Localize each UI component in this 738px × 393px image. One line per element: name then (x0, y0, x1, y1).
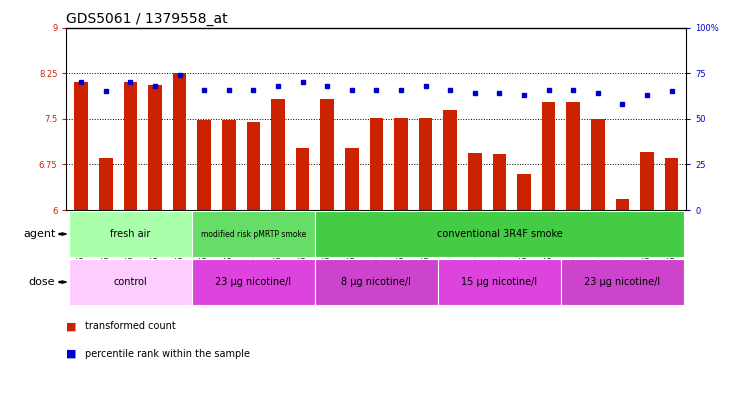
Bar (246, 122, 260, 210)
Text: dose: dose (29, 277, 55, 287)
Bar (148, 85, 162, 210)
Bar (192, 211, 315, 257)
Text: fresh air: fresh air (110, 229, 151, 239)
Bar (315, 211, 684, 257)
Bar (370, 118, 383, 210)
Bar (99, 158, 112, 210)
Bar (591, 119, 604, 210)
Bar (75, 82, 88, 210)
Text: control: control (114, 277, 148, 287)
Bar (394, 118, 407, 210)
Text: 23 μg nicotine/l: 23 μg nicotine/l (584, 277, 661, 287)
Text: transformed count: transformed count (85, 321, 176, 331)
Bar (438, 259, 561, 305)
Text: modified risk pMRTP smoke: modified risk pMRTP smoke (201, 230, 306, 239)
Bar (615, 199, 629, 210)
Bar (69, 259, 192, 305)
Bar (173, 73, 186, 210)
Bar (320, 99, 334, 210)
Bar (192, 259, 315, 305)
Bar (493, 154, 506, 210)
Text: percentile rank within the sample: percentile rank within the sample (85, 349, 250, 359)
Bar (315, 259, 438, 305)
Text: agent: agent (23, 229, 55, 239)
Text: GDS5061 / 1379558_at: GDS5061 / 1379558_at (66, 13, 228, 26)
Bar (222, 120, 235, 210)
Text: conventional 3R4F smoke: conventional 3R4F smoke (436, 229, 562, 239)
Text: 15 μg nicotine/l: 15 μg nicotine/l (461, 277, 537, 287)
Bar (561, 259, 684, 305)
Bar (542, 102, 556, 210)
Bar (69, 211, 192, 257)
Bar (567, 102, 580, 210)
Text: ■: ■ (66, 321, 77, 331)
Bar (272, 99, 285, 210)
Bar (124, 82, 137, 210)
Bar (517, 173, 531, 210)
Bar (665, 158, 678, 210)
Text: 23 μg nicotine/l: 23 μg nicotine/l (215, 277, 292, 287)
Bar (640, 152, 654, 210)
Bar (345, 148, 359, 210)
Bar (418, 118, 432, 210)
Bar (296, 148, 309, 210)
Bar (444, 110, 457, 210)
Text: ■: ■ (66, 349, 77, 359)
Bar (468, 153, 481, 210)
Bar (198, 120, 211, 210)
Text: 8 μg nicotine/l: 8 μg nicotine/l (342, 277, 411, 287)
